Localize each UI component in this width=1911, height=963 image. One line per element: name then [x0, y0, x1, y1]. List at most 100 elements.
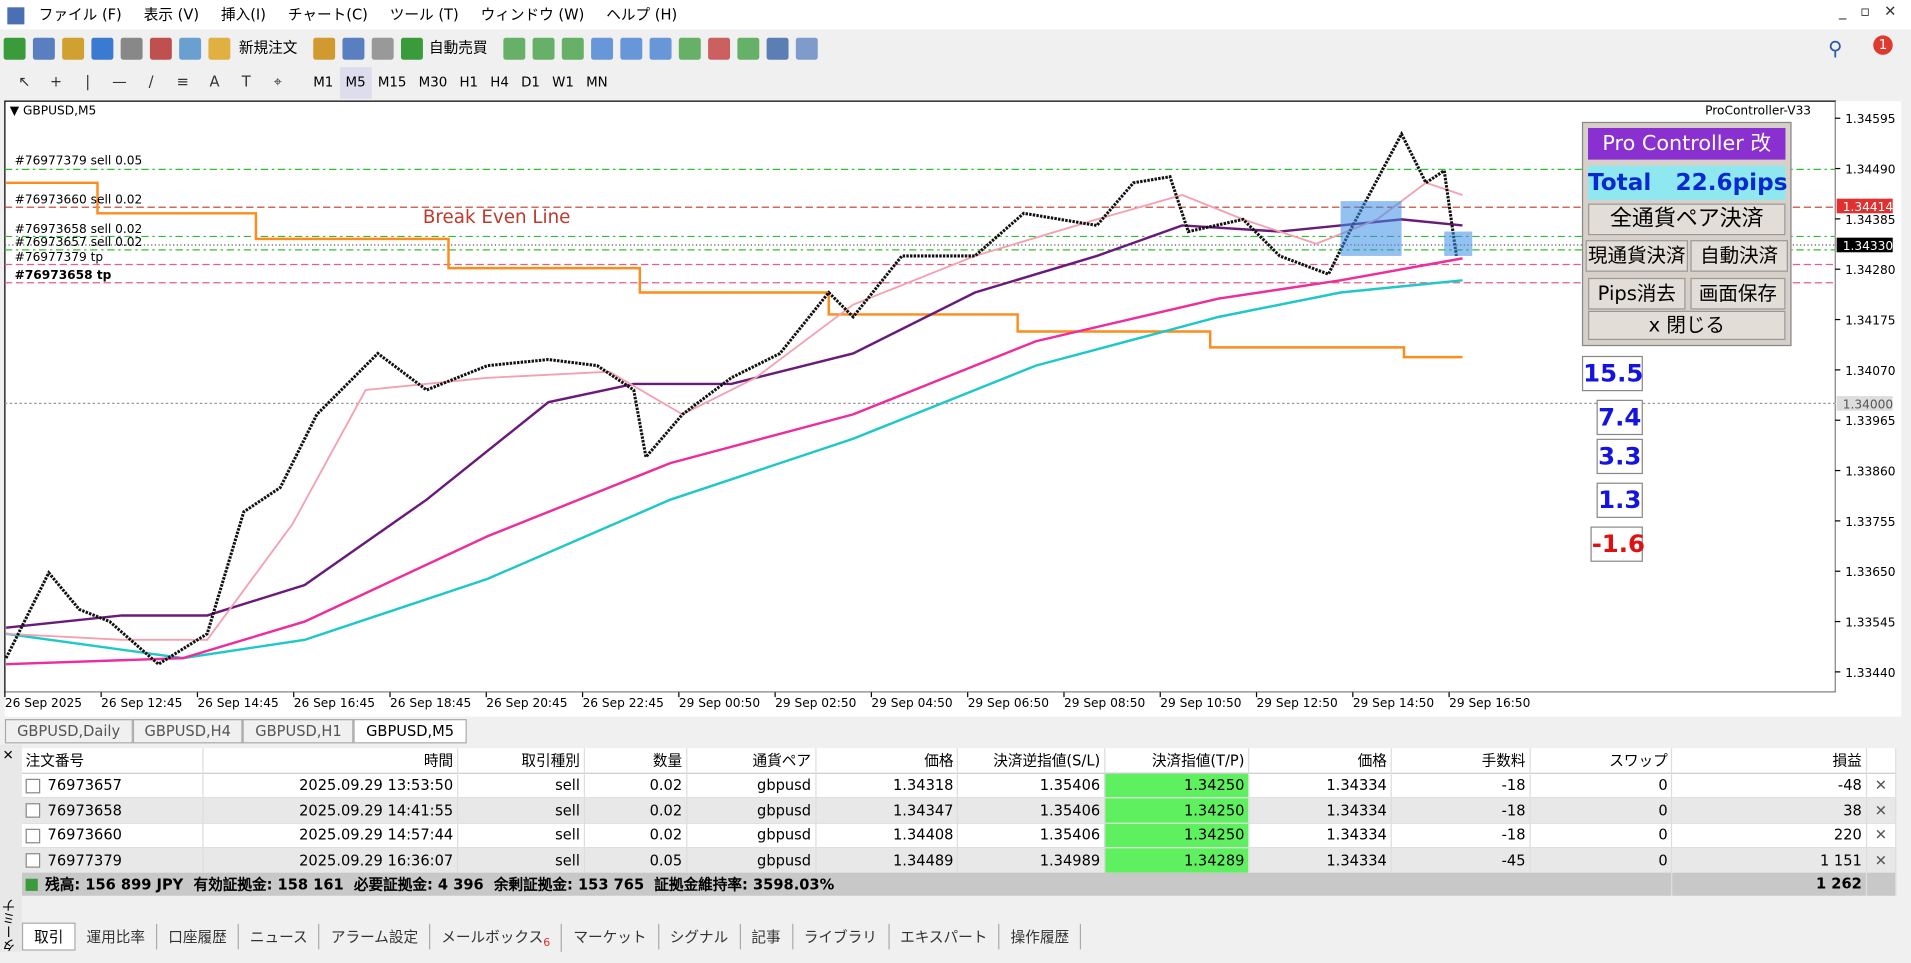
- toolbar-icon[interactable]: [400, 37, 423, 60]
- toolbar-icon[interactable]: [532, 37, 555, 60]
- timeframe-button[interactable]: H1: [459, 74, 479, 91]
- toolbar-icon[interactable]: [342, 37, 365, 60]
- column-header[interactable]: 価格: [815, 748, 959, 773]
- chart-tab[interactable]: GBPUSD,M5: [353, 719, 467, 744]
- column-header[interactable]: 価格: [1248, 748, 1392, 773]
- column-header[interactable]: 数量: [584, 748, 688, 773]
- menu-item[interactable]: チャート(C): [287, 6, 368, 24]
- trade-row[interactable]: 76977379 2025.09.29 16:36:07 sell 0.05 gbpus…: [21, 847, 1897, 873]
- tab-label: シグナル: [669, 928, 729, 946]
- trade-row[interactable]: 76973660 2025.09.29 14:57:44 sell 0.02 gbpus…: [21, 822, 1897, 848]
- draw-tool[interactable]: ↖: [18, 73, 31, 91]
- terminal-tab[interactable]: エキスパート: [889, 923, 1000, 950]
- column-header[interactable]: 決済指値(T/P): [1104, 748, 1250, 773]
- toolbar-icon[interactable]: [62, 37, 85, 60]
- terminal-tab[interactable]: ライブラリ: [793, 923, 890, 950]
- menu-item[interactable]: 表示 (V): [143, 6, 200, 24]
- column-header[interactable]: スワップ: [1529, 748, 1673, 773]
- toolbar-icon[interactable]: [91, 37, 114, 60]
- draw-tool[interactable]: |: [85, 73, 91, 91]
- column-header[interactable]: 決済逆指値(S/L): [957, 748, 1106, 773]
- terminal-tab[interactable]: 取引: [21, 922, 76, 951]
- timeframe-button[interactable]: M30: [418, 74, 448, 91]
- terminal-tab[interactable]: 操作履歴: [1000, 923, 1082, 950]
- new-order-button[interactable]: 新規注文: [238, 39, 298, 57]
- draw-tool[interactable]: +: [49, 73, 63, 91]
- timeframe-button[interactable]: M15: [377, 74, 407, 91]
- menu-item[interactable]: ツール (T): [389, 6, 459, 24]
- menu-item[interactable]: ヘルプ (H): [606, 6, 678, 24]
- toolbar-icon[interactable]: [149, 37, 172, 60]
- close-order[interactable]: ✕: [1866, 797, 1897, 823]
- toolbar-icon[interactable]: [678, 37, 701, 60]
- draw-tool[interactable]: ≡: [176, 73, 189, 91]
- trade-row[interactable]: 76973658 2025.09.29 14:41:55 sell 0.02 gbpus…: [21, 797, 1897, 823]
- save-screen-button[interactable]: 画面保存: [1690, 277, 1786, 310]
- toolbar-icon[interactable]: [3, 37, 26, 60]
- cell: 2025.09.29 14:57:44: [202, 822, 459, 848]
- close-order[interactable]: ✕: [1866, 822, 1897, 848]
- terminal-tab[interactable]: 記事: [740, 923, 793, 950]
- terminal-tab[interactable]: 運用比率: [76, 923, 158, 950]
- timeframe-button[interactable]: D1: [521, 74, 540, 91]
- toolbar-icon[interactable]: [620, 37, 643, 60]
- draw-tool[interactable]: /: [148, 73, 154, 91]
- close-current-button[interactable]: 現通貨決済: [1585, 240, 1688, 272]
- draw-tool[interactable]: —: [112, 73, 127, 91]
- terminal-tab[interactable]: アラーム設定: [320, 923, 431, 950]
- toolbar-icon[interactable]: [795, 37, 818, 60]
- draw-tool[interactable]: ⌖: [273, 73, 282, 91]
- toolbar-icon[interactable]: [649, 37, 672, 60]
- trade-row[interactable]: 76973657 2025.09.29 13:53:50 sell 0.02 gbpus…: [21, 772, 1897, 798]
- notification-badge[interactable]: 1: [1873, 35, 1893, 55]
- toolbar-icon[interactable]: [766, 37, 789, 60]
- draw-tool[interactable]: A: [209, 73, 220, 91]
- column-header[interactable]: 手数料: [1391, 748, 1531, 773]
- terminal-tab[interactable]: 口座履歴: [157, 923, 239, 950]
- timeframe-button[interactable]: M5: [339, 67, 372, 99]
- timeframe-button[interactable]: M1: [313, 74, 334, 91]
- auto-close-button[interactable]: 自動決済: [1690, 240, 1788, 272]
- toolbar-icon[interactable]: [561, 37, 584, 60]
- draw-tool[interactable]: T: [241, 73, 251, 91]
- timeframe-button[interactable]: MN: [586, 74, 608, 91]
- toolbar-icon[interactable]: [208, 37, 231, 60]
- close-order[interactable]: ✕: [1866, 847, 1897, 873]
- terminal-close[interactable]: ✕: [2, 747, 14, 763]
- auto-trading-button[interactable]: 自動売買: [429, 39, 488, 57]
- menu-item[interactable]: ファイル (F): [38, 6, 122, 24]
- column-header[interactable]: 取引種別: [457, 748, 585, 773]
- terminal-tab[interactable]: ニュース: [239, 923, 320, 950]
- terminal-tab[interactable]: シグナル: [659, 923, 741, 950]
- toolbar-icon[interactable]: [371, 37, 394, 60]
- timeframe-button[interactable]: W1: [552, 74, 574, 91]
- close-all-button[interactable]: 全通貨ペア決済: [1588, 203, 1786, 236]
- menu-item[interactable]: ウィンドウ (W): [480, 6, 585, 24]
- toolbar-icon[interactable]: [591, 37, 614, 60]
- column-header[interactable]: 時間: [202, 748, 459, 773]
- chart-tab[interactable]: GBPUSD,H1: [243, 719, 354, 744]
- column-header[interactable]: 注文番号: [21, 748, 204, 773]
- close-panel-button[interactable]: x 閉じる: [1588, 310, 1786, 341]
- toolbar-icon[interactable]: [737, 37, 760, 60]
- highlight-box: [1444, 231, 1473, 256]
- search-icon[interactable]: ⚲: [1828, 36, 1843, 60]
- clear-pips-button[interactable]: Pips消去: [1588, 277, 1686, 310]
- toolbar-icon[interactable]: [708, 37, 731, 60]
- terminal-tab[interactable]: マーケット: [562, 923, 659, 950]
- toolbar-icon[interactable]: [313, 37, 336, 60]
- cell: 1.34334: [1248, 772, 1392, 798]
- timeframe-button[interactable]: H4: [490, 74, 509, 91]
- close-order[interactable]: ✕: [1866, 772, 1897, 798]
- terminal-tab[interactable]: メールボックス6: [430, 923, 563, 953]
- column-header[interactable]: 通貨ペア: [686, 748, 816, 773]
- toolbar-icon[interactable]: [32, 37, 55, 60]
- toolbar-icon[interactable]: [179, 37, 202, 60]
- toolbar-icon[interactable]: [503, 37, 526, 60]
- menu-item[interactable]: 挿入(I): [220, 6, 266, 24]
- toolbar-icon[interactable]: [120, 37, 143, 60]
- column-header[interactable]: 損益: [1671, 748, 1867, 773]
- chart-tab[interactable]: GBPUSD,Daily: [4, 719, 133, 744]
- chart-tab[interactable]: GBPUSD,H4: [132, 719, 244, 744]
- time-axis-bg: [4, 692, 1902, 717]
